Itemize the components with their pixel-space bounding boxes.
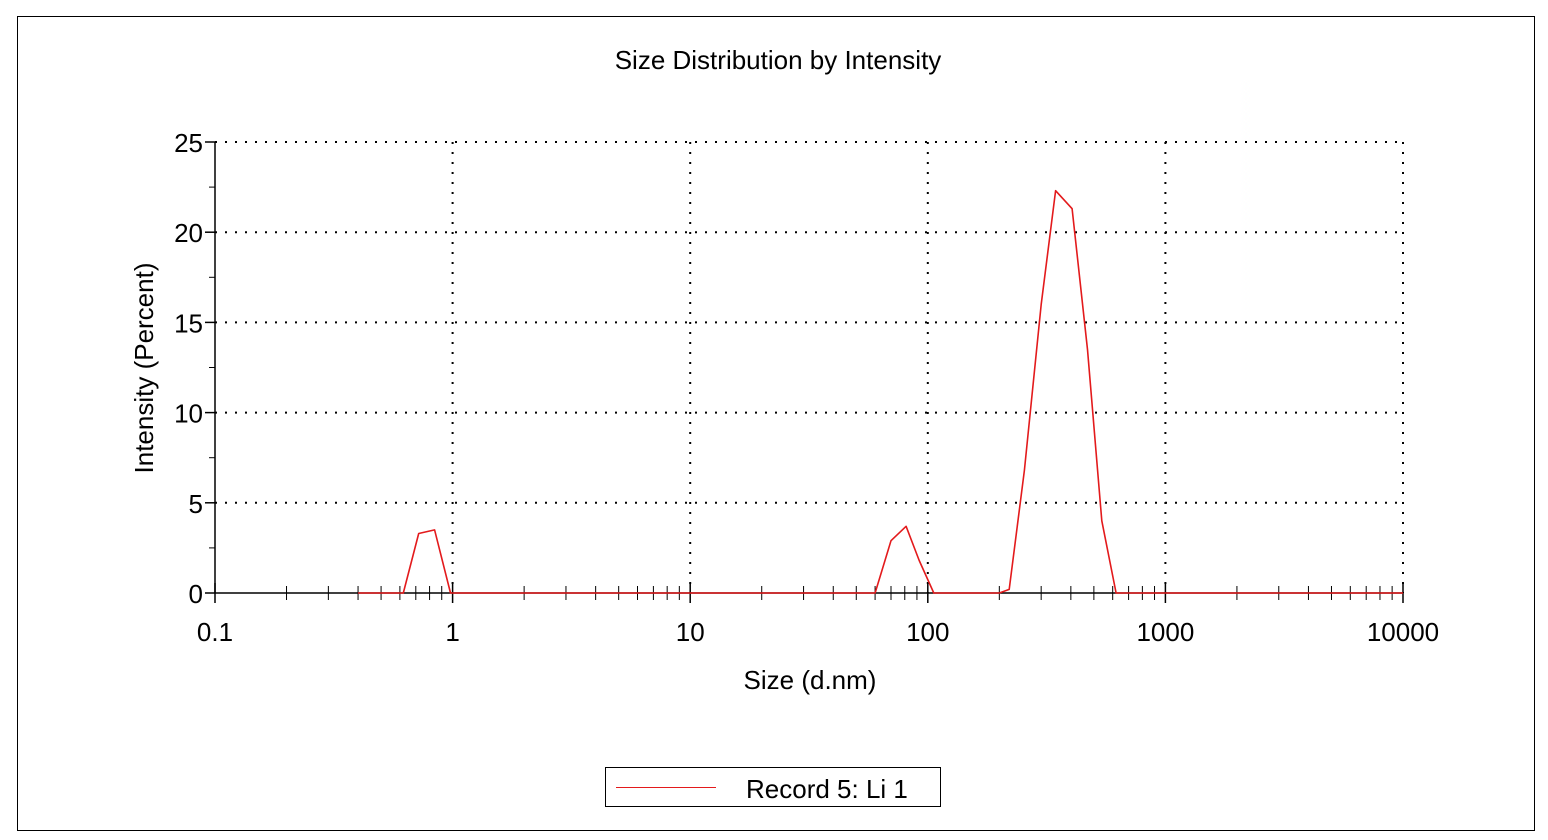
legend: Record 5: Li 1 (605, 767, 941, 807)
x-tick-label: 100 (906, 617, 949, 647)
axes (214, 142, 1403, 594)
x-tick-label: 10 (676, 617, 705, 647)
tick-labels: 0.1 1 10 100 1000 10000 0 5 10 15 20 25 (174, 128, 1439, 647)
grid-lines (215, 141, 1404, 593)
series-layer (358, 189, 1403, 594)
y-tick-label: 20 (174, 218, 203, 248)
y-tick-label: 5 (189, 489, 203, 519)
series-line (358, 189, 1403, 594)
y-axis-label: Intensity (Percent) (129, 263, 159, 474)
x-axis-label: Size (d.nm) (744, 665, 877, 695)
x-tick-label: 0.1 (197, 617, 233, 647)
y-tick-label: 15 (174, 308, 203, 338)
chart-frame (17, 16, 1535, 831)
tick-marks (205, 141, 1404, 603)
legend-swatch (616, 787, 716, 788)
chart-title: Size Distribution by Intensity (615, 45, 942, 75)
y-tick-label: 10 (174, 399, 203, 429)
x-tick-label: 1 (445, 617, 459, 647)
x-tick-label: 10000 (1367, 617, 1439, 647)
y-tick-label: 0 (189, 579, 203, 609)
y-tick-label: 25 (174, 128, 203, 158)
legend-entry-label: Record 5: Li 1 (746, 774, 908, 804)
x-tick-label: 1000 (1136, 617, 1194, 647)
